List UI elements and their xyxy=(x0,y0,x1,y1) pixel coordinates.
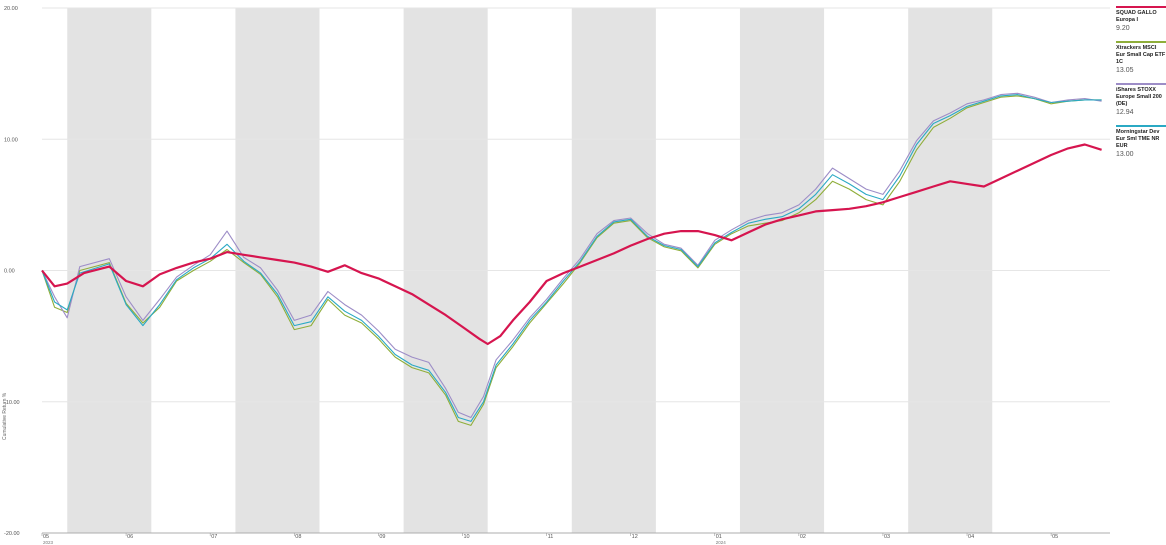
grid-lines xyxy=(42,7,1110,534)
series-line-3 xyxy=(41,94,1102,422)
y-axis-ticks: 20.00 10.00 0.00 -10.00 -20.00 xyxy=(4,6,20,537)
x-tick-label: 05 xyxy=(1052,534,1058,540)
x-tick-label: 06 xyxy=(127,534,133,540)
series-line-2 xyxy=(41,92,1102,419)
legend-item-squad-gallo: SQUAD GALLO Europa I 9.20 xyxy=(1116,6,1166,33)
series-line-0 xyxy=(41,143,1102,346)
legend-series-value: 12.94 xyxy=(1116,109,1134,116)
y-tick-label: -20.00 xyxy=(4,531,20,537)
legend-series-name: Morningstar Dev Eur Sml TME NR EUR xyxy=(1116,129,1160,149)
legend-series-value: 9.20 xyxy=(1116,25,1130,32)
legend-item-ishares: iShares STOXX Europe Small 200 (DE) 12.9… xyxy=(1116,83,1166,117)
x-tick-year-label: 2024 xyxy=(716,540,727,545)
y-tick-label: 10.00 xyxy=(4,137,18,143)
x-tick-label: 04 xyxy=(968,534,974,540)
legend-series-value: 13.00 xyxy=(1116,151,1134,158)
x-tick-label: 01 xyxy=(716,534,722,540)
x-tick-label: 10 xyxy=(463,534,469,540)
series-lines xyxy=(41,92,1102,426)
y-tick-label: 0.00 xyxy=(4,269,15,275)
legend-item-morningstar: Morningstar Dev Eur Sml TME NR EUR 13.00 xyxy=(1116,125,1166,159)
x-tick-year-label: 2023 xyxy=(43,540,54,545)
legend: SQUAD GALLO Europa I 9.20 Xtrackers MSCI… xyxy=(1116,6,1166,167)
x-tick-label: 03 xyxy=(884,534,890,540)
legend-series-value: 13.05 xyxy=(1116,67,1134,74)
x-tick-label: 07 xyxy=(211,534,217,540)
x-tick-label: 02 xyxy=(800,534,806,540)
legend-series-name: SQUAD GALLO Europa I xyxy=(1116,10,1157,23)
x-tick-label: 11 xyxy=(548,534,554,540)
legend-series-name: iShares STOXX Europe Small 200 (DE) xyxy=(1116,87,1162,107)
x-tick-label: 09 xyxy=(379,534,385,540)
y-axis-label: Cumulative Return % xyxy=(2,392,8,440)
y-tick-label: -10.00 xyxy=(4,400,20,406)
x-tick-label: 12 xyxy=(632,534,638,540)
legend-item-xtrackers: Xtrackers MSCI Eur Small Cap ETF 1C 13.0… xyxy=(1116,41,1166,75)
x-tick-label: 08 xyxy=(295,534,301,540)
x-tick-label: 05 xyxy=(43,534,49,540)
legend-series-name: Xtrackers MSCI Eur Small Cap ETF 1C xyxy=(1116,45,1166,65)
y-tick-label: 20.00 xyxy=(4,6,18,12)
